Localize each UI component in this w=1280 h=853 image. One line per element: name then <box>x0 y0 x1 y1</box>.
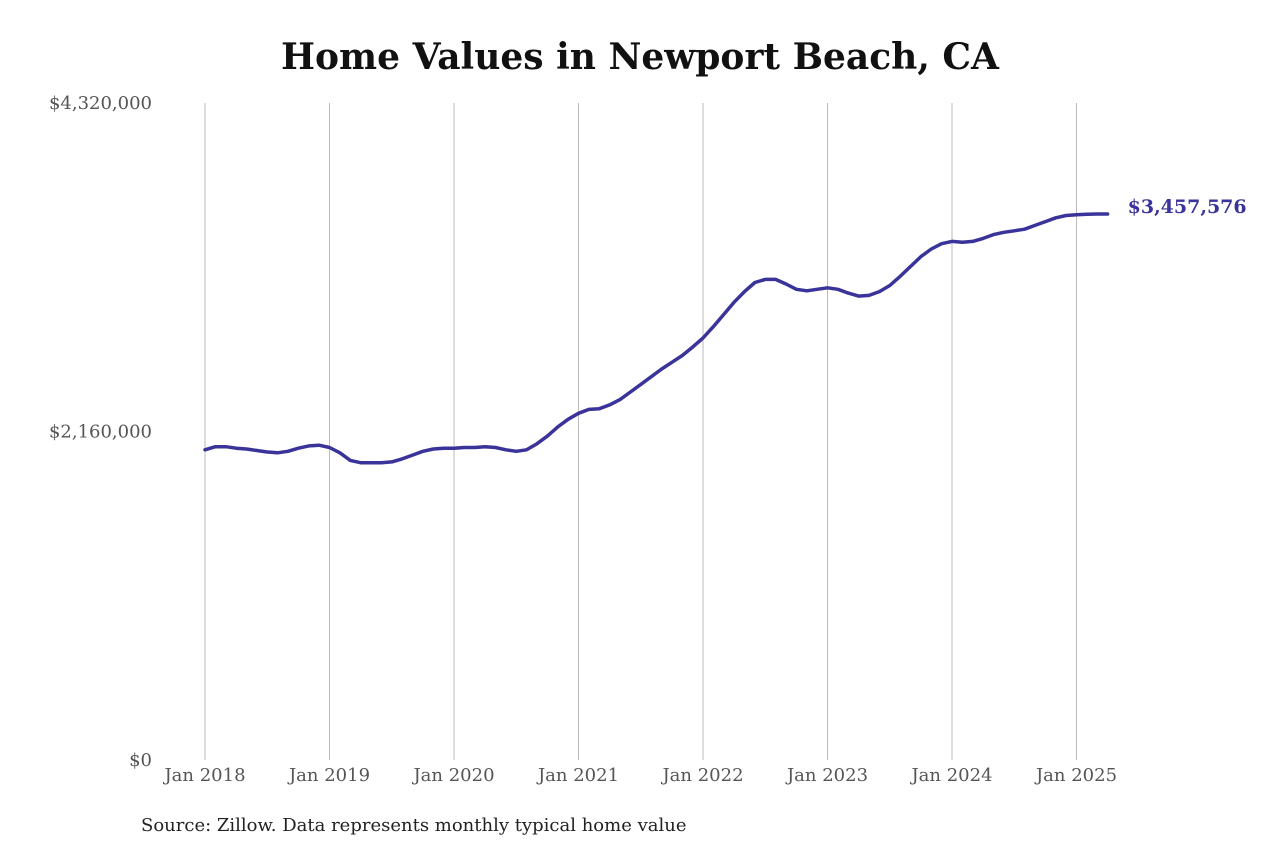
source-note: Source: Zillow. Data represents monthly … <box>141 815 687 836</box>
y-tick-label: $4,320,000 <box>49 93 152 114</box>
chart-title: Home Values in Newport Beach, CA <box>281 36 999 78</box>
x-tick-label: Jan 2020 <box>411 765 494 786</box>
series-line <box>203 212 1110 465</box>
x-tick-label: Jan 2022 <box>660 765 743 786</box>
end-value-labels: $3,457,576 <box>1128 196 1247 218</box>
grid-lines <box>204 103 1077 760</box>
x-axis-tick-labels: Jan 2018 Jan 2019 Jan 2020 Jan 2021 Jan 2022… <box>162 765 1117 786</box>
y-tick-label: $2,160,000 <box>49 422 152 443</box>
x-tick-label: Jan 2019 <box>287 765 370 786</box>
end-value-label: $3,457,576 <box>1128 196 1247 218</box>
x-tick-label: Jan 2023 <box>785 765 868 786</box>
y-axis-tick-labels: $0 $2,160,000 $4,320,000 <box>49 93 152 771</box>
x-tick-label: Jan 2025 <box>1034 765 1117 786</box>
x-tick-label: Jan 2018 <box>162 765 245 786</box>
x-tick-label: Jan 2024 <box>909 765 992 786</box>
series-lines <box>203 212 1110 465</box>
x-tick-label: Jan 2021 <box>536 765 619 786</box>
y-tick-label: $0 <box>129 750 152 771</box>
